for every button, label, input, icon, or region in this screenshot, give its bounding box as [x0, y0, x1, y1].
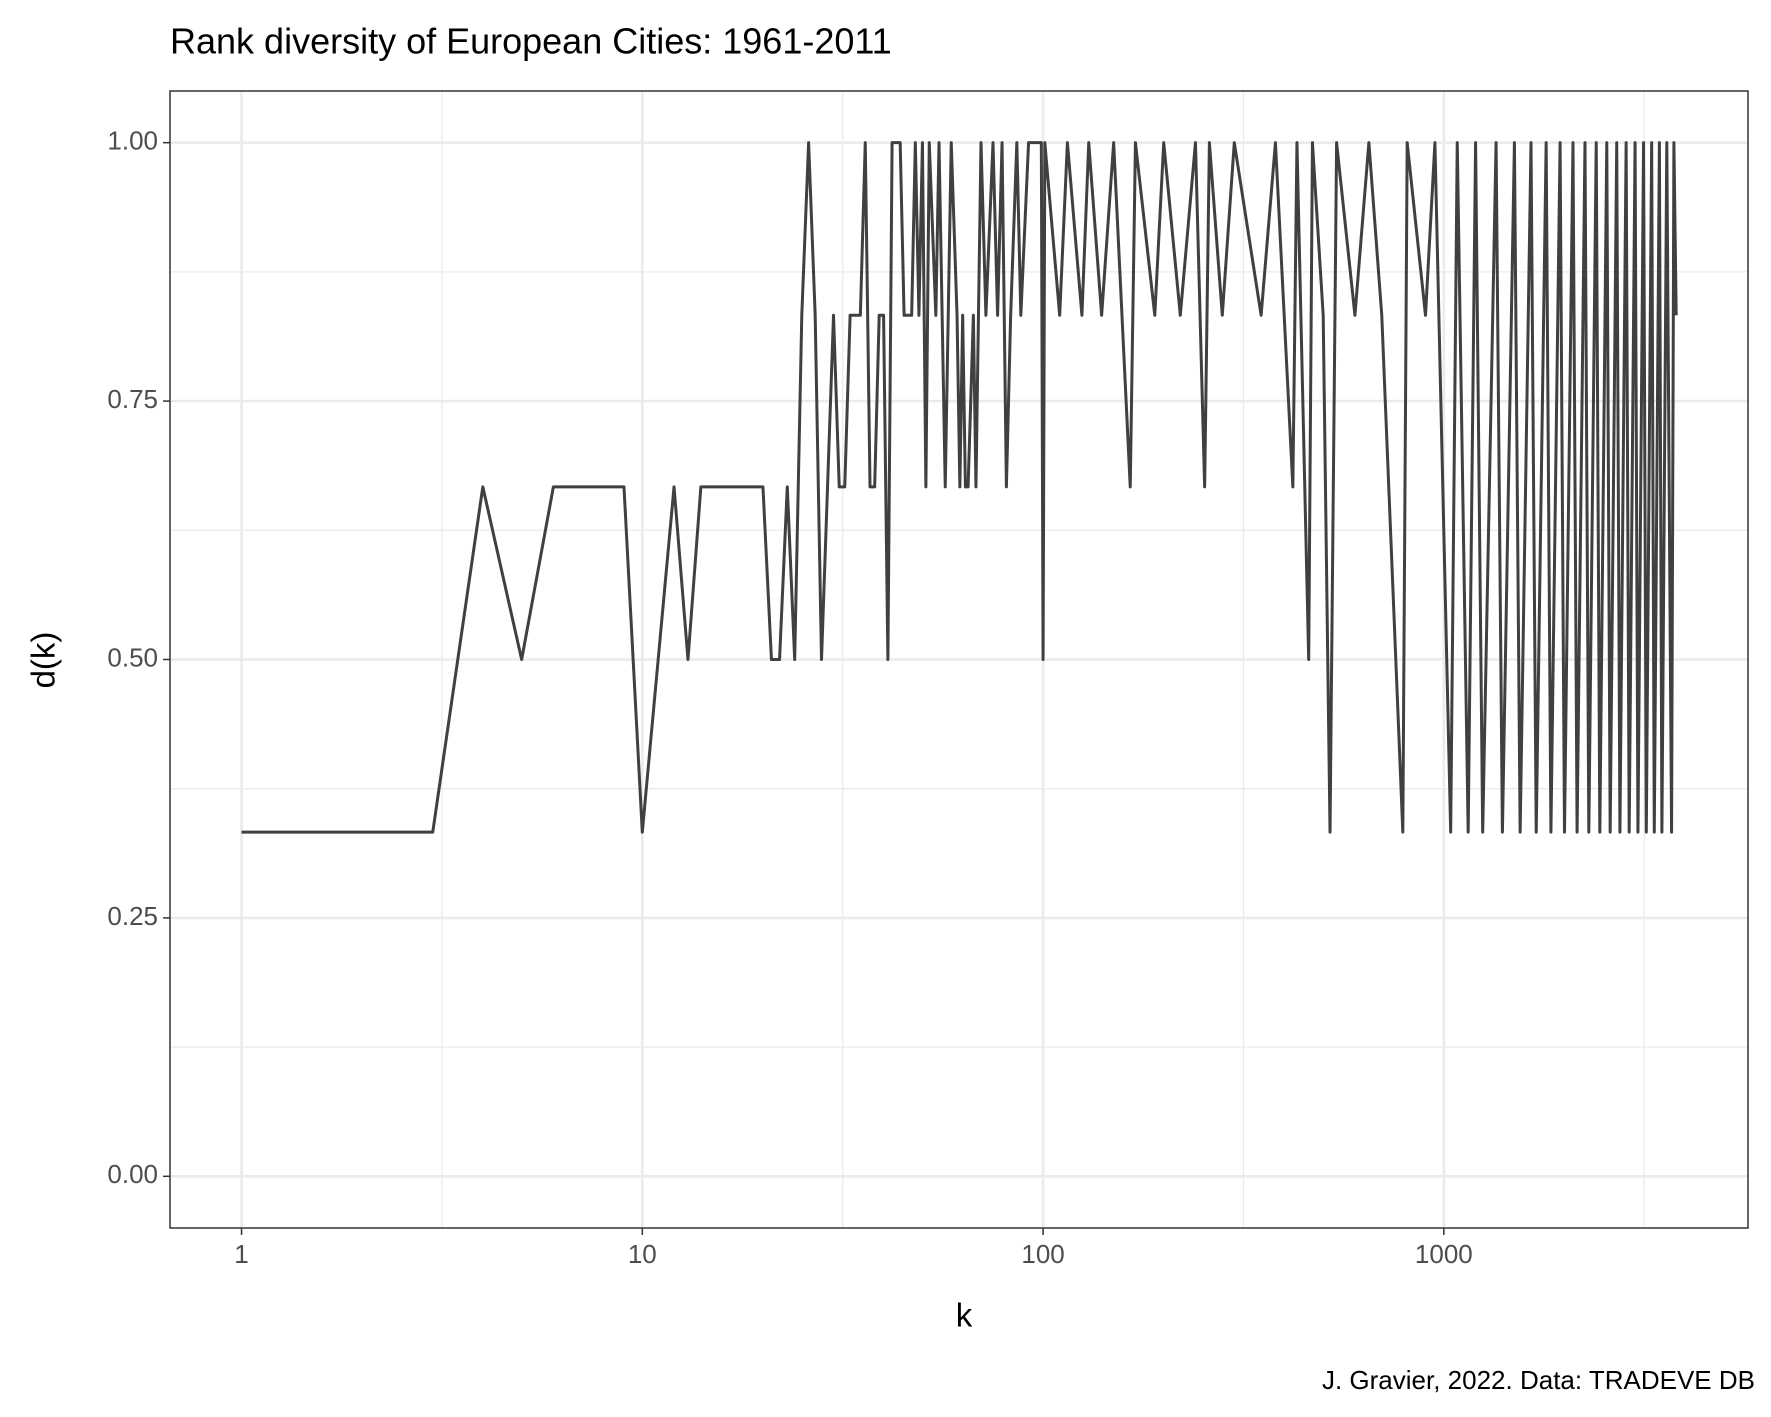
y-tick-label: 0.00 — [107, 1159, 158, 1189]
y-tick-label: 0.75 — [107, 384, 158, 414]
panel-border — [169, 90, 1749, 1229]
x-tick-label: 1000 — [1415, 1239, 1473, 1269]
y-tick-label: 1.00 — [107, 126, 158, 156]
x-tick-label: 10 — [628, 1239, 657, 1269]
x-axis-title: k — [956, 1297, 973, 1334]
chart-title: Rank diversity of European Cities: 1961-… — [170, 21, 892, 62]
x-tick-label: 1 — [234, 1239, 248, 1269]
data-line — [241, 141, 1678, 834]
x-tick-label: 100 — [1021, 1239, 1064, 1269]
y-tick-label: 0.50 — [107, 642, 158, 672]
y-axis-title: d(k) — [25, 632, 62, 689]
y-tick-label: 0.25 — [107, 901, 158, 931]
caption: J. Gravier, 2022. Data: TRADEVE DB — [1322, 1365, 1755, 1395]
